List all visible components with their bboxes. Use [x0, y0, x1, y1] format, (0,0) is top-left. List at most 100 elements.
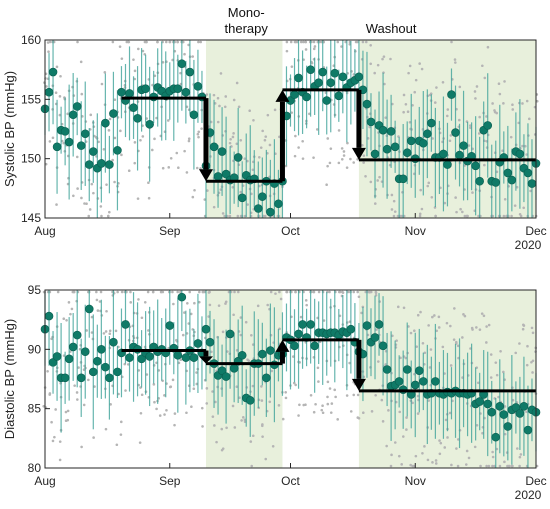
raw-reading-point	[316, 366, 320, 370]
step-arrow-head-0	[198, 356, 213, 364]
raw-reading-point	[481, 64, 484, 68]
y-tick-label: 160	[21, 33, 41, 47]
raw-reading-point	[108, 329, 112, 333]
raw-reading-point	[435, 86, 438, 89]
daily-mean-point	[177, 292, 187, 302]
raw-reading-point	[342, 154, 346, 157]
raw-reading-point	[299, 40, 303, 44]
raw-reading-point	[393, 210, 397, 213]
raw-reading-point	[503, 197, 507, 201]
raw-reading-point	[317, 380, 320, 383]
raw-reading-point	[525, 99, 529, 103]
raw-reading-point	[476, 381, 480, 385]
raw-reading-point	[220, 427, 224, 431]
raw-reading-point	[195, 166, 199, 170]
raw-reading-point	[210, 350, 213, 354]
raw-reading-point	[341, 291, 345, 294]
raw-reading-point	[473, 90, 477, 93]
daily-mean-point	[97, 345, 106, 354]
raw-reading-point	[295, 40, 299, 44]
raw-reading-point	[420, 67, 424, 71]
x-tick-label: Sep	[159, 474, 181, 488]
raw-reading-point	[70, 307, 74, 311]
raw-reading-point	[216, 120, 220, 124]
raw-reading-point	[453, 307, 456, 310]
raw-reading-point	[527, 117, 531, 121]
raw-reading-point	[446, 108, 450, 111]
raw-reading-point	[408, 120, 412, 124]
raw-reading-point	[361, 143, 364, 147]
y-tick-label: 80	[28, 461, 42, 475]
raw-reading-point	[320, 408, 324, 412]
raw-reading-point	[384, 363, 387, 366]
daily-mean-point	[254, 204, 263, 213]
raw-reading-point	[426, 458, 430, 462]
daily-mean-point	[109, 337, 118, 347]
raw-reading-point	[171, 378, 175, 382]
raw-reading-point	[165, 409, 168, 412]
raw-reading-point	[221, 330, 225, 334]
y-tick-label: 95	[28, 283, 42, 297]
raw-reading-point	[199, 167, 202, 170]
y-tick-label: 150	[21, 152, 41, 166]
raw-reading-point	[461, 210, 464, 214]
raw-reading-point	[66, 112, 69, 116]
raw-reading-point	[421, 451, 424, 455]
raw-reading-point	[183, 311, 186, 314]
raw-reading-point	[220, 448, 224, 452]
daily-mean-point	[334, 91, 344, 101]
raw-reading-point	[526, 344, 529, 348]
daily-mean-point	[48, 67, 58, 77]
raw-reading-point	[398, 410, 402, 414]
daily-mean-point	[362, 321, 372, 330]
daily-mean-point	[366, 117, 376, 127]
raw-reading-point	[119, 420, 123, 424]
raw-reading-point	[266, 303, 269, 307]
raw-reading-point	[448, 139, 452, 143]
raw-reading-point	[441, 345, 445, 349]
daily-mean-point	[515, 149, 525, 159]
raw-reading-point	[312, 410, 316, 414]
raw-reading-point	[256, 304, 260, 308]
raw-reading-point	[445, 114, 449, 118]
raw-reading-point	[246, 203, 249, 206]
raw-reading-point	[396, 305, 400, 309]
raw-reading-point	[239, 190, 243, 194]
raw-reading-point	[356, 416, 360, 419]
raw-reading-point	[522, 206, 526, 210]
raw-reading-point	[319, 40, 323, 44]
raw-reading-point	[519, 214, 523, 218]
raw-reading-point	[140, 316, 144, 320]
raw-reading-point	[185, 411, 188, 415]
raw-reading-point	[305, 303, 308, 307]
raw-reading-point	[58, 440, 62, 443]
raw-reading-point	[429, 348, 433, 351]
raw-reading-point	[349, 157, 352, 161]
raw-reading-point	[129, 290, 132, 294]
raw-reading-point	[82, 403, 86, 407]
raw-reading-point	[309, 393, 313, 397]
daily-mean-point	[495, 401, 505, 411]
raw-reading-point	[514, 351, 518, 355]
raw-reading-point	[221, 212, 225, 215]
raw-reading-point	[263, 138, 267, 142]
raw-reading-point	[326, 395, 329, 399]
raw-reading-point	[232, 313, 235, 317]
daily-mean-point	[88, 367, 98, 377]
daily-mean-point	[52, 142, 62, 152]
raw-reading-point	[427, 181, 431, 185]
year-label: 2020	[515, 488, 542, 502]
raw-reading-point	[229, 137, 232, 141]
raw-reading-point	[524, 144, 527, 148]
raw-reading-point	[431, 461, 434, 464]
daily-mean-point	[370, 333, 380, 342]
raw-reading-point	[494, 361, 498, 364]
raw-reading-point	[325, 183, 328, 187]
raw-reading-point	[270, 369, 273, 373]
raw-reading-point	[119, 129, 122, 133]
raw-reading-point	[62, 141, 65, 145]
y-tick-label: 155	[21, 92, 41, 106]
daily-mean-point	[72, 102, 82, 111]
raw-reading-point	[215, 440, 218, 444]
x-tick-label: Nov	[405, 474, 426, 488]
